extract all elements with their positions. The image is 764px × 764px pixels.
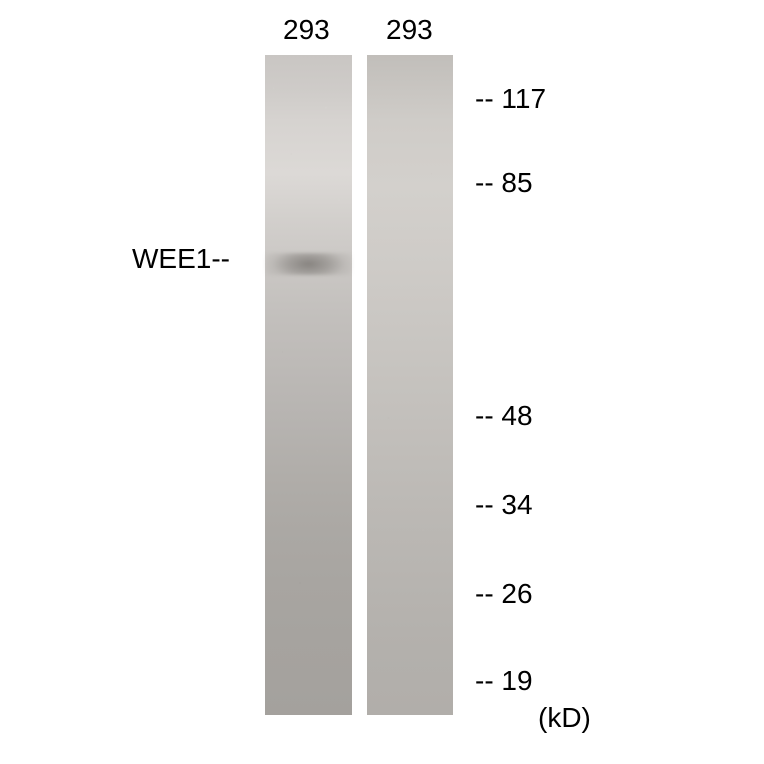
wee1-band [265,253,352,275]
marker-48: -- 48 [475,400,533,432]
marker-34: -- 34 [475,489,533,521]
blot-lane-2 [367,55,453,715]
marker-85: -- 85 [475,167,533,199]
blot-lane-1 [265,55,352,715]
protein-band-label: WEE1-- [132,243,230,275]
lane-2-header: 293 [386,14,433,46]
unit-kd: (kD) [538,702,591,734]
western-blot-figure: { "figure": { "type": "western-blot", "b… [0,0,764,764]
marker-19: -- 19 [475,665,533,697]
lane-2-texture [367,55,453,715]
marker-26: -- 26 [475,578,533,610]
lane-1-texture [265,55,352,715]
lane-1-header: 293 [283,14,330,46]
marker-117: -- 117 [475,83,546,115]
